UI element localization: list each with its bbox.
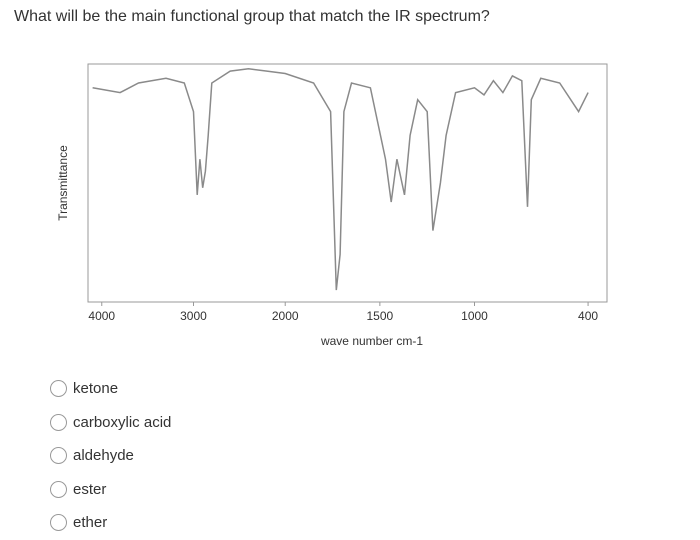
radio-button[interactable] xyxy=(50,480,67,498)
x-tick-label: 4000 xyxy=(88,309,115,323)
radio-button[interactable] xyxy=(50,413,67,431)
spectrum-line xyxy=(92,68,589,291)
option-label[interactable]: carboxylic acid xyxy=(73,413,172,431)
option-label[interactable]: aldehyde xyxy=(73,447,134,465)
x-tick-label: 1500 xyxy=(367,309,394,323)
chart: Transmittance wave number cm-1 4000 3000 2… xyxy=(56,63,608,348)
x-tick-label: 400 xyxy=(578,309,598,323)
option-label[interactable]: ester xyxy=(73,480,107,498)
plot-frame xyxy=(87,63,608,303)
x-axis-label: wave number cm-1 xyxy=(320,334,423,348)
y-axis-label: Transmittance xyxy=(56,145,70,221)
x-tick-label: 1000 xyxy=(461,309,488,323)
option[interactable]: ester xyxy=(50,473,171,507)
options: ketone carboxylic acid aldehyde ester ether xyxy=(50,372,171,540)
option-label[interactable]: ketone xyxy=(73,380,119,398)
option[interactable]: carboxylic acid xyxy=(50,406,171,440)
option[interactable]: ketone xyxy=(50,372,171,406)
x-tick-label: 2000 xyxy=(272,309,299,323)
option[interactable]: aldehyde xyxy=(50,439,171,473)
radio-button[interactable] xyxy=(50,447,67,465)
option[interactable]: ether xyxy=(50,506,171,540)
radio-button[interactable] xyxy=(50,514,67,532)
x-tick-label: 3000 xyxy=(180,309,207,323)
question: What will be the main functional group t… xyxy=(14,8,490,25)
radio-button[interactable] xyxy=(50,380,67,398)
option-label[interactable]: ether xyxy=(73,514,108,532)
